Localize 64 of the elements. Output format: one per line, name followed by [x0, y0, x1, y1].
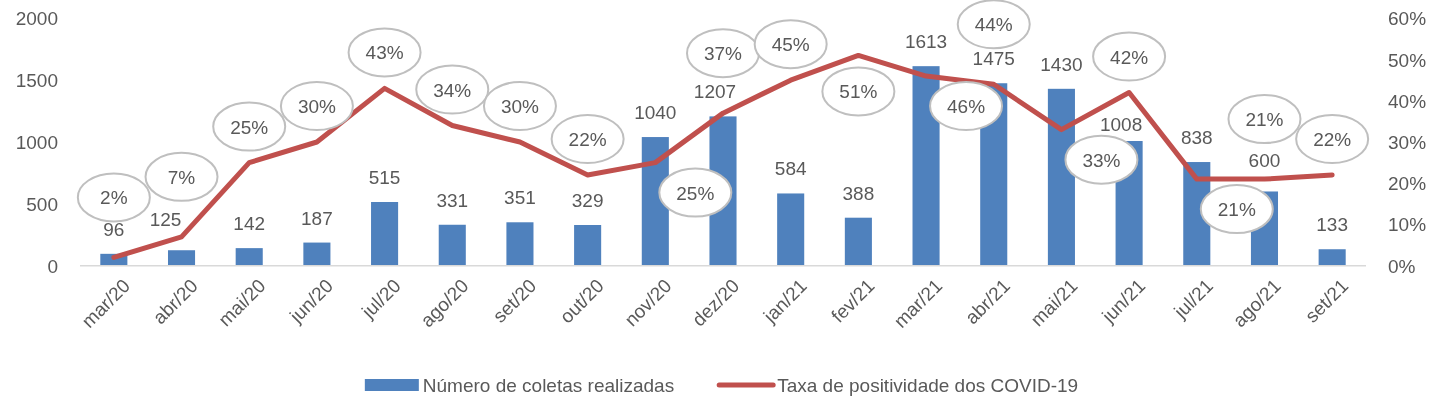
data-label: 1613: [904, 31, 948, 53]
y2-tick-label: 60%: [1388, 8, 1427, 30]
y-tick-label: 1000: [15, 132, 58, 153]
bar: [1047, 88, 1075, 266]
y-tick-label: 2000: [15, 8, 58, 30]
data-label: 2%: [100, 187, 128, 209]
data-label: 331: [436, 189, 469, 211]
bar: [574, 225, 602, 266]
data-label: 22%: [1313, 128, 1352, 150]
data-label: 30%: [297, 96, 337, 117]
bar: [167, 250, 196, 266]
bar: [506, 222, 534, 266]
y2-tick-label: 10%: [1388, 214, 1427, 236]
bar: [844, 217, 872, 266]
bar: [912, 66, 940, 266]
bar: [438, 224, 466, 266]
data-label: 1008: [1099, 114, 1143, 136]
bar: [1318, 249, 1346, 266]
data-label: 34%: [433, 79, 472, 101]
y2-tick-label: 20%: [1388, 173, 1427, 195]
data-label: 25%: [230, 116, 269, 138]
data-label: 46%: [947, 96, 986, 118]
bar: [777, 193, 805, 266]
y2-tick-label: 30%: [1388, 132, 1427, 153]
y-tick-label: 0: [47, 255, 58, 277]
data-label: 187: [301, 207, 333, 229]
data-label: 142: [233, 213, 266, 235]
data-label: 44%: [974, 14, 1013, 36]
data-label: 21%: [1217, 199, 1256, 221]
data-label: 45%: [771, 34, 810, 56]
data-label: 1040: [634, 102, 677, 124]
data-label: 21%: [1245, 109, 1284, 131]
y2-tick-label: 0%: [1388, 255, 1416, 277]
data-label: 22%: [568, 128, 607, 150]
y2-tick-label: 40%: [1388, 90, 1427, 112]
data-label: 1207: [693, 81, 737, 103]
data-label: 1430: [1040, 53, 1083, 75]
data-label: 388: [842, 182, 875, 204]
data-label: 600: [1248, 150, 1281, 172]
data-label: 351: [504, 187, 536, 209]
data-label: 25%: [676, 182, 715, 204]
data-label: 30%: [500, 96, 540, 117]
y-tick-label: 1500: [15, 70, 58, 92]
data-label: 584: [774, 158, 807, 180]
data-label: 7%: [167, 166, 196, 188]
y-tick-label: 500: [26, 193, 58, 215]
data-label: 96: [103, 218, 125, 240]
data-label: 33%: [1082, 149, 1121, 171]
legend-label: Número de coletas realizadas: [422, 375, 675, 396]
legend-label: Taxa de positividade dos COVID-19: [777, 375, 1079, 396]
data-label: 43%: [365, 42, 404, 64]
data-label: 838: [1180, 127, 1213, 149]
y2-tick-label: 50%: [1388, 49, 1427, 71]
data-label: 37%: [703, 43, 743, 65]
data-label: 133: [1316, 214, 1349, 236]
bar: [303, 242, 331, 266]
data-label: 125: [149, 209, 182, 231]
bar: [371, 202, 399, 266]
data-label: 42%: [1110, 46, 1149, 68]
data-label: 329: [571, 190, 604, 211]
data-label: 515: [368, 166, 401, 188]
bar: [235, 248, 263, 266]
data-label: 1475: [972, 48, 1015, 70]
data-label: 51%: [839, 81, 878, 103]
